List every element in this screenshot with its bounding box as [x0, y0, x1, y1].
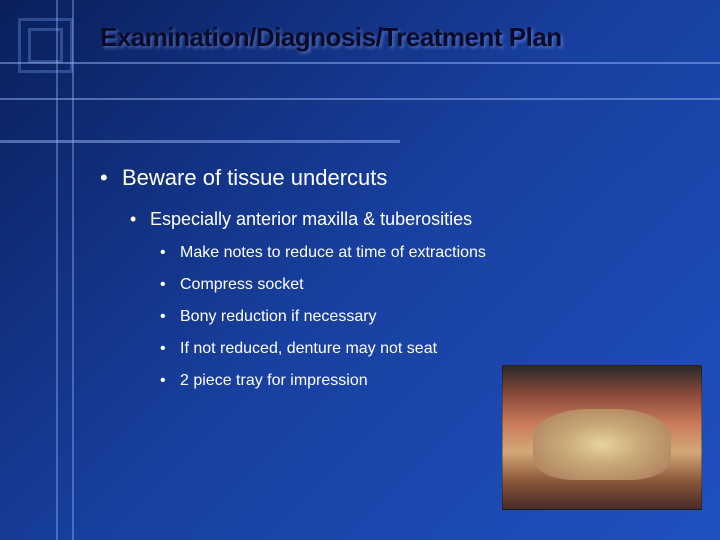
decor-vline-2 [72, 0, 74, 540]
bullet-level1: Beware of tissue undercuts [100, 165, 690, 191]
bullet-level2: Especially anterior maxilla & tuberositi… [130, 209, 690, 230]
decor-hline-1 [0, 62, 720, 64]
decor-vline-1 [56, 0, 58, 540]
decor-hline-3 [0, 140, 400, 143]
bullet-level3-1: Make notes to reduce at time of extracti… [160, 244, 690, 262]
photo-content [533, 409, 672, 481]
slide-title: Examination/Diagnosis/Treatment Plan [100, 22, 562, 53]
bullet-level3-4: If not reduced, denture may not seat [160, 340, 690, 358]
bullet-level3-3: Bony reduction if necessary [160, 308, 690, 326]
decor-hline-2 [0, 98, 720, 100]
bullet-level3-2: Compress socket [160, 276, 690, 294]
clinical-photo [502, 365, 702, 510]
